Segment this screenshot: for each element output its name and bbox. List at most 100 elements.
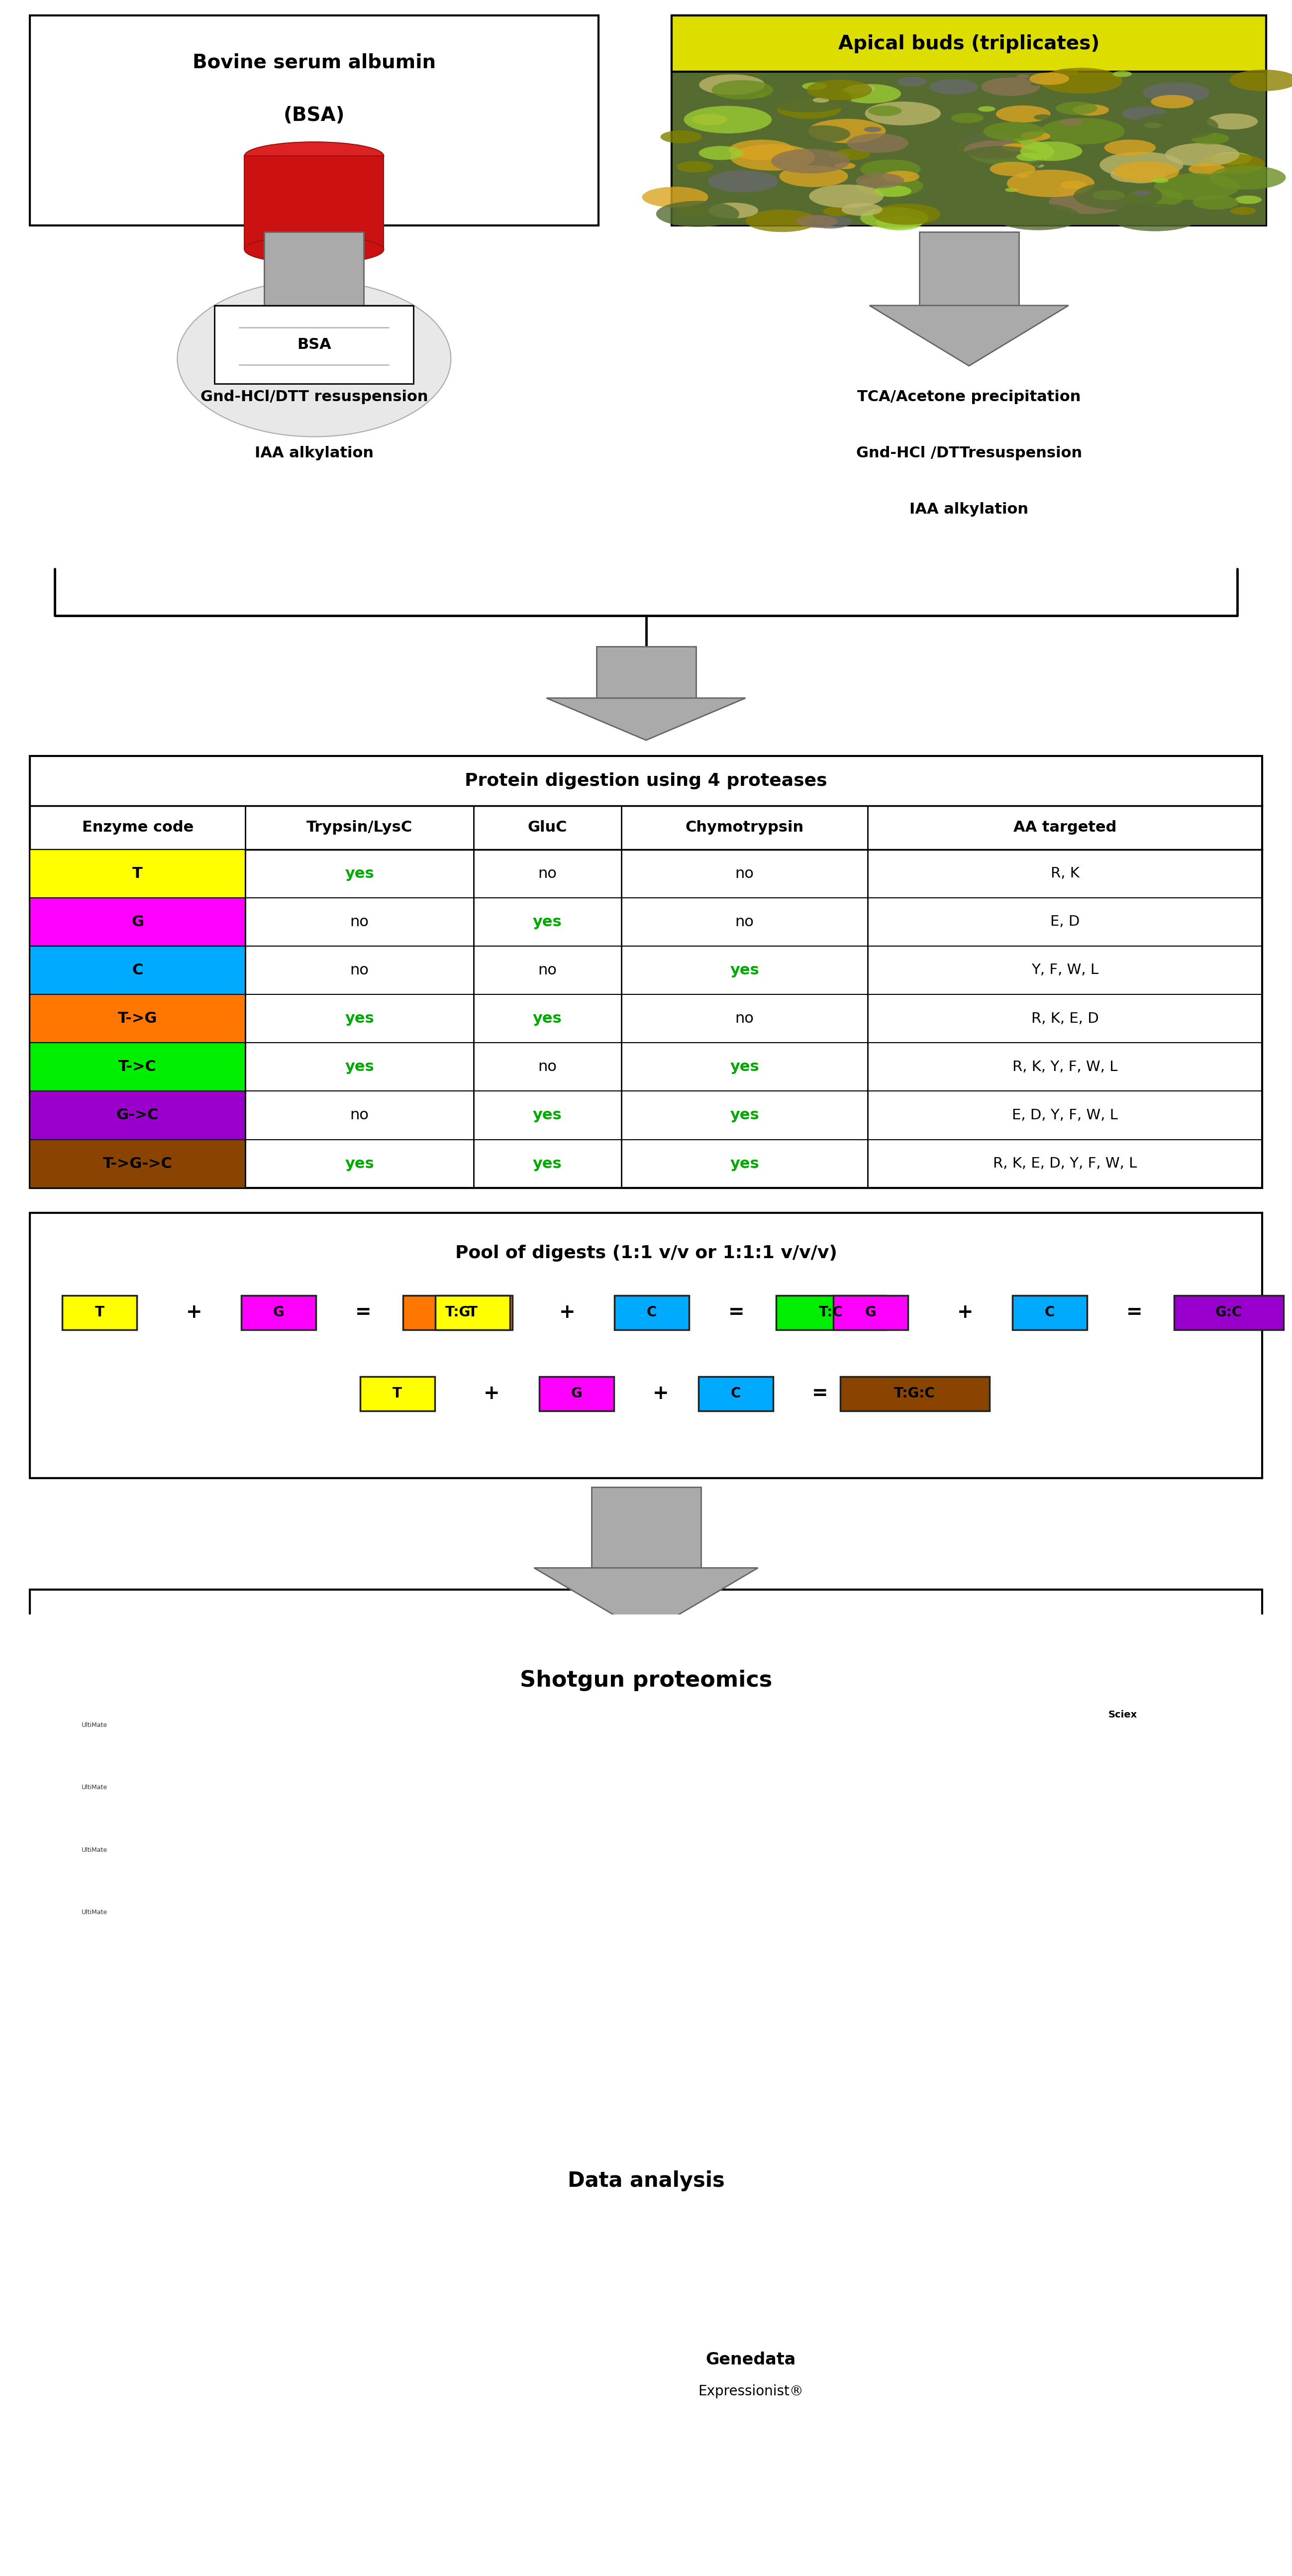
Text: Gnd-HCl/DTT resuspension: Gnd-HCl/DTT resuspension <box>200 389 428 404</box>
Bar <box>615 1296 689 1329</box>
Ellipse shape <box>795 126 850 142</box>
Text: T:G: T:G <box>444 1306 470 1319</box>
Text: R, K, Y, F, W, L: R, K, Y, F, W, L <box>1013 1059 1118 1074</box>
Bar <box>1174 1296 1283 1329</box>
Ellipse shape <box>1111 165 1167 183</box>
Bar <box>145 1765 218 1811</box>
Polygon shape <box>534 2071 758 2138</box>
Ellipse shape <box>1235 196 1262 204</box>
Ellipse shape <box>1165 144 1239 167</box>
Text: Apical buds (triplicates): Apical buds (triplicates) <box>839 33 1099 54</box>
Text: TCA/Acetone precipitation: TCA/Acetone precipitation <box>857 389 1081 404</box>
Bar <box>1111 2339 1146 2398</box>
Text: no: no <box>537 963 557 976</box>
Ellipse shape <box>699 147 743 160</box>
Text: G: G <box>132 914 143 930</box>
Bar <box>539 1376 614 1412</box>
Ellipse shape <box>873 204 941 224</box>
Text: no: no <box>735 1012 755 1025</box>
Text: no: no <box>735 914 755 930</box>
Text: yes: yes <box>532 914 562 930</box>
Ellipse shape <box>1189 162 1225 175</box>
Bar <box>30 1092 245 1139</box>
Ellipse shape <box>868 106 902 116</box>
Text: no: no <box>537 1059 557 1074</box>
Ellipse shape <box>1230 206 1256 214</box>
Ellipse shape <box>1191 131 1229 144</box>
Ellipse shape <box>835 162 855 170</box>
Ellipse shape <box>1151 95 1194 108</box>
Ellipse shape <box>757 93 771 98</box>
Ellipse shape <box>1193 196 1239 209</box>
Bar <box>776 1296 885 1329</box>
Bar <box>54 1659 80 1690</box>
Ellipse shape <box>1154 173 1240 201</box>
Bar <box>30 1213 1262 1479</box>
Bar <box>54 1821 304 1878</box>
Bar <box>70 2424 382 2439</box>
Text: no: no <box>350 914 370 930</box>
Text: Gnd-HCl /DTTresuspension: Gnd-HCl /DTTresuspension <box>857 446 1081 461</box>
Bar <box>54 1883 304 1942</box>
Ellipse shape <box>177 281 451 438</box>
Text: T: T <box>393 1386 402 1401</box>
Ellipse shape <box>860 206 929 229</box>
Bar <box>672 15 1266 227</box>
Ellipse shape <box>1124 188 1183 206</box>
Ellipse shape <box>835 149 870 160</box>
Text: Sciex: Sciex <box>1109 1710 1137 1721</box>
Bar <box>403 1296 513 1329</box>
Text: +: + <box>186 1303 202 1321</box>
Text: no: no <box>537 866 557 881</box>
Ellipse shape <box>1133 191 1151 196</box>
Ellipse shape <box>1230 70 1292 90</box>
Ellipse shape <box>1099 95 1159 113</box>
Ellipse shape <box>802 82 827 90</box>
Bar <box>919 232 1019 307</box>
Ellipse shape <box>990 162 1035 175</box>
Ellipse shape <box>1093 191 1125 201</box>
Text: yes: yes <box>345 866 375 881</box>
Ellipse shape <box>1040 67 1123 93</box>
Ellipse shape <box>1057 185 1085 193</box>
Text: Y, F, W, L: Y, F, W, L <box>1031 963 1098 976</box>
Bar <box>94 1659 119 1690</box>
Ellipse shape <box>968 139 1054 165</box>
Ellipse shape <box>1074 183 1163 209</box>
Text: +: + <box>652 1383 669 1404</box>
Ellipse shape <box>855 173 904 188</box>
Ellipse shape <box>857 175 924 196</box>
Text: =: = <box>355 1303 371 1321</box>
Text: T: T <box>468 1306 477 1319</box>
Ellipse shape <box>1017 152 1044 162</box>
Text: C: C <box>730 1386 740 1401</box>
Ellipse shape <box>897 77 926 88</box>
Ellipse shape <box>956 147 1044 173</box>
Bar <box>140 2411 349 2424</box>
Bar <box>30 896 245 945</box>
Ellipse shape <box>1105 139 1156 155</box>
Ellipse shape <box>809 185 884 209</box>
Ellipse shape <box>951 113 983 124</box>
Ellipse shape <box>823 206 851 216</box>
Text: G->C: G->C <box>116 1108 159 1123</box>
Ellipse shape <box>1121 106 1167 121</box>
Text: T->G->C: T->G->C <box>103 1157 172 1172</box>
Ellipse shape <box>809 216 851 229</box>
Text: T->C: T->C <box>119 1059 156 1074</box>
Ellipse shape <box>1112 72 1132 77</box>
Bar <box>54 1695 304 1754</box>
FancyBboxPatch shape <box>995 2331 1203 2411</box>
Bar <box>672 15 1266 72</box>
Text: IAA alkylation: IAA alkylation <box>255 446 373 461</box>
Text: Genedata: Genedata <box>705 2352 796 2367</box>
Ellipse shape <box>929 80 978 95</box>
Ellipse shape <box>1034 165 1044 167</box>
Ellipse shape <box>1061 180 1087 188</box>
Ellipse shape <box>957 137 1022 157</box>
Ellipse shape <box>771 149 850 173</box>
Bar <box>30 1139 245 1188</box>
Text: UltiMate: UltiMate <box>81 1721 107 1728</box>
Bar <box>592 1991 700 2071</box>
Ellipse shape <box>683 106 771 134</box>
